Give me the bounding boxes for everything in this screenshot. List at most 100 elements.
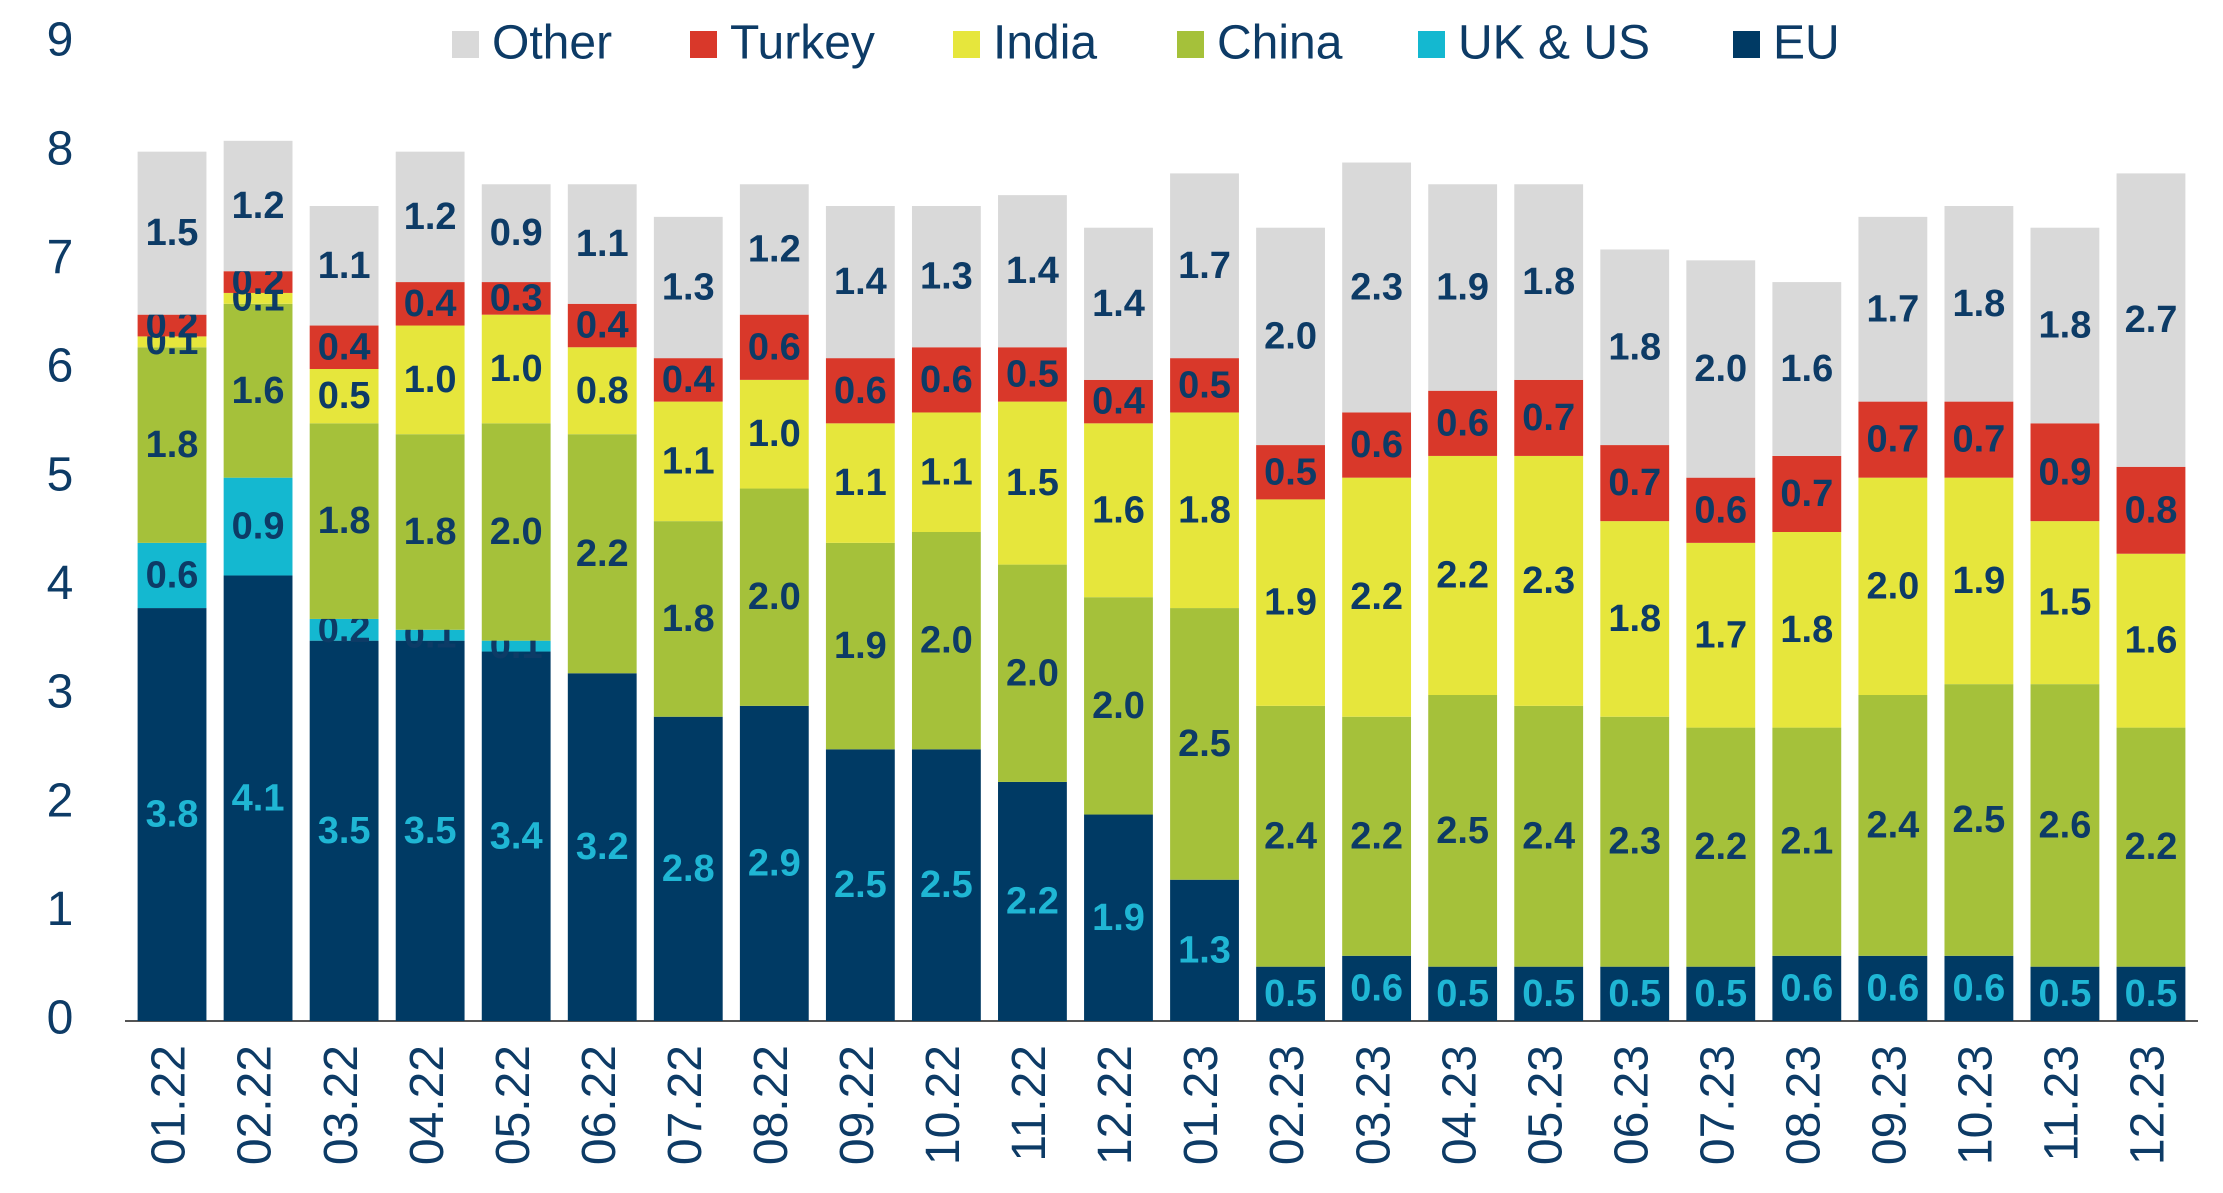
bar-segment <box>137 151 207 315</box>
x-tick-label: 03.23 <box>1347 1045 1400 1165</box>
data-label: 0.5 <box>1006 353 1059 395</box>
legend-swatch <box>953 31 980 58</box>
bar-segment <box>395 151 465 283</box>
data-label: 2.0 <box>748 576 801 618</box>
data-label: 1.5 <box>1006 462 1059 504</box>
bar-segment <box>2030 423 2100 522</box>
bar-segment <box>1256 445 1325 500</box>
bar-segment <box>1600 249 1670 446</box>
data-label: 2.5 <box>1178 723 1231 765</box>
bar-segment <box>825 423 895 543</box>
bar-segment <box>1944 955 2014 1021</box>
legend-label: India <box>993 17 1097 70</box>
data-label: 0.5 <box>2039 973 2092 1015</box>
bar-segment <box>1944 477 2014 685</box>
bar-segment <box>567 673 637 1021</box>
data-label: 1.0 <box>404 359 457 401</box>
data-label: 2.0 <box>1092 685 1145 727</box>
bar-segment <box>911 347 981 413</box>
bar-segment <box>395 282 465 326</box>
legend-label: China <box>1217 17 1343 70</box>
data-label: 0.6 <box>920 359 973 401</box>
data-label: 2.2 <box>1694 826 1747 868</box>
data-label: 1.2 <box>404 196 457 238</box>
bar-segment <box>1600 521 1670 717</box>
data-label: 1.0 <box>748 413 801 455</box>
bar-segment <box>1944 206 2014 402</box>
bar-segment <box>1084 423 1153 598</box>
x-tick-label: 09.22 <box>831 1045 884 1165</box>
data-label: 2.5 <box>920 864 973 906</box>
bar-segment <box>1170 412 1239 609</box>
data-label: 2.4 <box>1264 815 1317 857</box>
x-tick-label: 07.22 <box>659 1045 712 1165</box>
data-label: 1.2 <box>232 185 285 227</box>
data-label: 0.3 <box>490 277 543 319</box>
bar-segment <box>567 184 637 304</box>
data-label: 2.2 <box>1350 815 1403 857</box>
bar-segment <box>1170 173 1239 359</box>
y-tick-label: 2 <box>47 774 74 827</box>
x-tick-label: 02.22 <box>229 1045 282 1165</box>
bar-segment <box>998 195 1067 348</box>
data-label: 1.4 <box>1006 250 1059 292</box>
x-tick-label: 02.23 <box>1261 1045 1314 1165</box>
bar-segment <box>395 629 465 641</box>
bar-segment <box>1858 955 1928 1021</box>
x-tick-label: 06.23 <box>1605 1045 1658 1165</box>
x-tick-label: 07.23 <box>1691 1045 1744 1165</box>
data-label: 2.2 <box>1436 554 1489 596</box>
data-label: 1.7 <box>1866 288 1919 330</box>
data-label: 0.7 <box>1522 397 1575 439</box>
data-label: 0.8 <box>576 370 629 412</box>
legend-label: EU <box>1773 17 1840 70</box>
bar-segment <box>653 521 723 717</box>
bar-segment <box>825 206 895 359</box>
x-tick-label: 10.22 <box>917 1045 970 1165</box>
data-label: 1.8 <box>2039 305 2092 347</box>
data-label: 2.0 <box>1694 348 1747 390</box>
data-label: 1.2 <box>748 228 801 270</box>
x-tick-label: 11.22 <box>1003 1045 1056 1162</box>
bar-segment <box>1170 608 1239 880</box>
bar-segment <box>825 542 895 750</box>
bar-segment <box>1686 542 1756 728</box>
data-label: 0.6 <box>146 554 199 596</box>
bar-segment <box>137 314 207 337</box>
bar-segment <box>1944 684 2014 956</box>
bar-segment <box>1772 955 1842 1021</box>
bar-segment <box>998 401 1067 565</box>
data-label: 2.7 <box>2125 299 2178 341</box>
legend-label: Turkey <box>730 17 875 70</box>
bar-segment <box>1428 695 1498 967</box>
bar-segment <box>1686 260 1756 478</box>
bar-segment <box>1858 477 1928 695</box>
data-label: 0.6 <box>1694 489 1747 531</box>
data-label: 1.8 <box>1178 489 1231 531</box>
data-label: 0.6 <box>834 370 887 412</box>
data-label: 0.6 <box>1866 967 1919 1009</box>
y-tick-label: 6 <box>47 340 74 393</box>
bar-segment <box>998 347 1067 402</box>
data-label: 3.2 <box>576 826 629 868</box>
data-label: 2.0 <box>490 511 543 553</box>
y-tick-label: 1 <box>47 883 74 936</box>
bar-segment <box>309 640 379 1021</box>
y-tick-label: 0 <box>47 992 74 1045</box>
x-tick-label: 12.22 <box>1089 1045 1142 1165</box>
data-label: 1.6 <box>2125 620 2178 662</box>
x-tick-label: 08.23 <box>1777 1045 1830 1165</box>
bar-segment <box>1858 401 1928 478</box>
bar-segment <box>739 488 809 706</box>
bar-segment <box>911 206 981 348</box>
bar-segment <box>137 347 207 543</box>
data-label: 0.5 <box>2125 973 2178 1015</box>
data-label: 2.1 <box>1780 821 1833 863</box>
data-label: 0.7 <box>1780 473 1833 515</box>
bar-segment <box>1256 499 1325 706</box>
bar-segment <box>223 303 293 478</box>
x-tick-label: 01.22 <box>143 1045 196 1165</box>
bar-segment <box>1514 379 1584 456</box>
data-label: 0.7 <box>1866 419 1919 461</box>
data-label: 2.0 <box>1006 652 1059 694</box>
